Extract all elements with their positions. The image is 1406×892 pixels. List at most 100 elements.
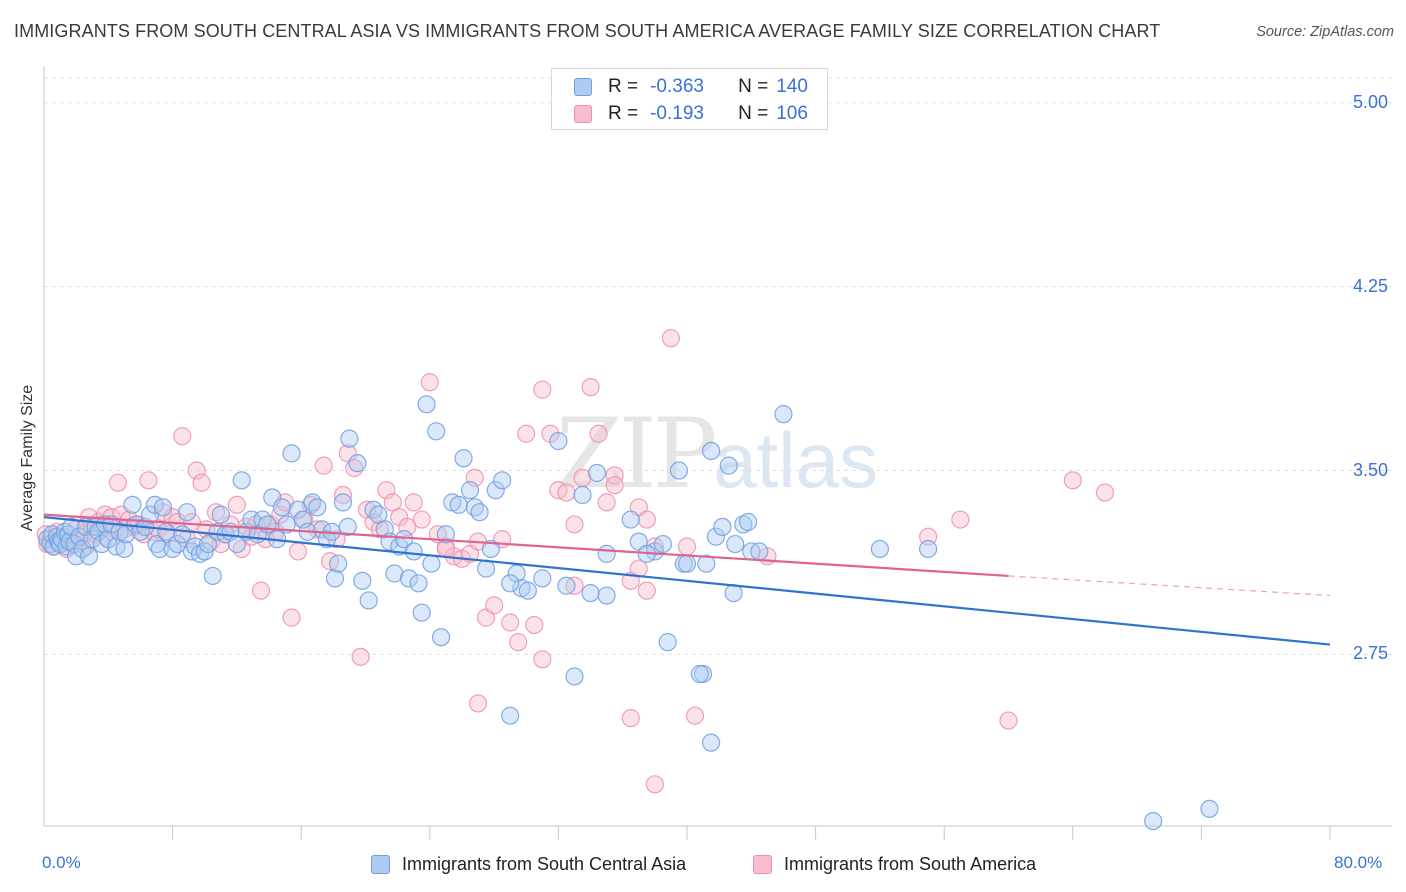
data-point <box>108 473 128 492</box>
data-point <box>198 534 218 554</box>
x-tick-label-min: 0.0% <box>42 853 81 872</box>
legend-swatch-pink <box>574 105 592 123</box>
data-point <box>597 586 616 605</box>
data-point <box>345 458 364 478</box>
data-point <box>738 512 758 532</box>
data-point <box>333 493 353 512</box>
data-point <box>597 493 616 512</box>
data-point <box>605 476 624 495</box>
data-point <box>645 775 664 794</box>
data-point <box>581 378 600 397</box>
data-point <box>658 633 677 652</box>
data-point <box>67 547 86 566</box>
legend-n-label: N = <box>738 76 769 97</box>
data-point <box>470 503 489 522</box>
data-point <box>314 456 333 475</box>
data-point <box>192 473 211 492</box>
legend-r-value: -0.363 <box>650 76 704 97</box>
legend-swatch-blue <box>574 78 592 96</box>
data-point <box>581 583 600 603</box>
x-tick-label-max: 80.0% <box>1334 853 1383 872</box>
data-point <box>565 667 584 686</box>
data-point <box>436 525 455 544</box>
data-point <box>412 603 431 622</box>
data-point <box>706 527 726 546</box>
data-point <box>734 515 753 534</box>
data-point <box>621 510 640 529</box>
data-point <box>485 596 504 615</box>
data-point <box>73 539 92 559</box>
data-point <box>79 547 99 566</box>
data-point <box>123 495 142 514</box>
data-point <box>399 569 419 588</box>
data-point <box>573 485 592 505</box>
data-point <box>565 515 584 534</box>
data-point <box>750 542 769 561</box>
data-point <box>258 515 277 534</box>
data-point <box>150 539 169 559</box>
data-point <box>460 481 480 500</box>
data-point <box>690 664 709 684</box>
data-point <box>115 539 134 559</box>
data-point <box>685 706 705 725</box>
data-point <box>919 539 938 559</box>
data-point <box>677 554 697 573</box>
data-point <box>232 471 251 490</box>
legend-n-value: 106 <box>776 103 808 124</box>
data-point <box>449 495 468 514</box>
data-point <box>493 471 512 490</box>
data-point <box>139 471 158 490</box>
legend-r-label: R = <box>608 103 639 124</box>
y-tick-label: 5.00 <box>1353 91 1389 112</box>
data-point <box>348 454 367 473</box>
data-point <box>325 569 345 588</box>
data-point <box>653 534 672 554</box>
source-credit: Source: ZipAtlas.com <box>1256 24 1394 40</box>
data-point <box>333 485 353 505</box>
data-point <box>697 554 716 573</box>
data-point <box>702 441 721 461</box>
y-tick-label: 2.75 <box>1353 643 1389 664</box>
data-point <box>288 500 308 519</box>
data-point <box>557 483 576 502</box>
data-point <box>533 650 552 669</box>
series-south-america-points <box>36 329 1115 794</box>
gridlines <box>44 77 1392 655</box>
series-legend-label-pink: Immigrants from South America <box>784 853 1037 874</box>
axes <box>43 66 1392 840</box>
watermark: ZIPatlas <box>556 398 878 510</box>
data-point <box>173 525 192 544</box>
data-point <box>431 628 451 647</box>
y-tick-label: 4.25 <box>1353 275 1389 296</box>
data-point <box>774 405 793 424</box>
data-point <box>409 574 428 593</box>
data-point <box>481 539 500 559</box>
data-point <box>669 461 689 480</box>
data-point <box>501 574 520 593</box>
data-point <box>486 481 505 500</box>
data-point <box>951 510 970 529</box>
data-point <box>308 498 327 517</box>
data-point <box>282 608 301 627</box>
data-point <box>557 576 576 595</box>
data-point <box>359 591 378 610</box>
trend-line-blue <box>43 516 1331 646</box>
data-point <box>153 498 173 517</box>
data-point <box>702 733 721 752</box>
legend-row-pink: R = -0.193 N = 106 <box>574 102 808 126</box>
data-point <box>168 534 187 554</box>
y-tick-label: 3.50 <box>1353 459 1389 480</box>
data-point <box>385 564 404 583</box>
data-point <box>282 444 301 463</box>
data-point <box>422 554 441 573</box>
data-point <box>589 424 608 443</box>
data-point <box>533 569 552 588</box>
data-point <box>661 329 681 348</box>
trend-lines <box>43 513 1331 646</box>
data-point <box>182 512 201 532</box>
data-point <box>177 503 197 522</box>
data-point <box>621 709 640 728</box>
data-point <box>999 711 1018 730</box>
data-point <box>206 503 226 522</box>
